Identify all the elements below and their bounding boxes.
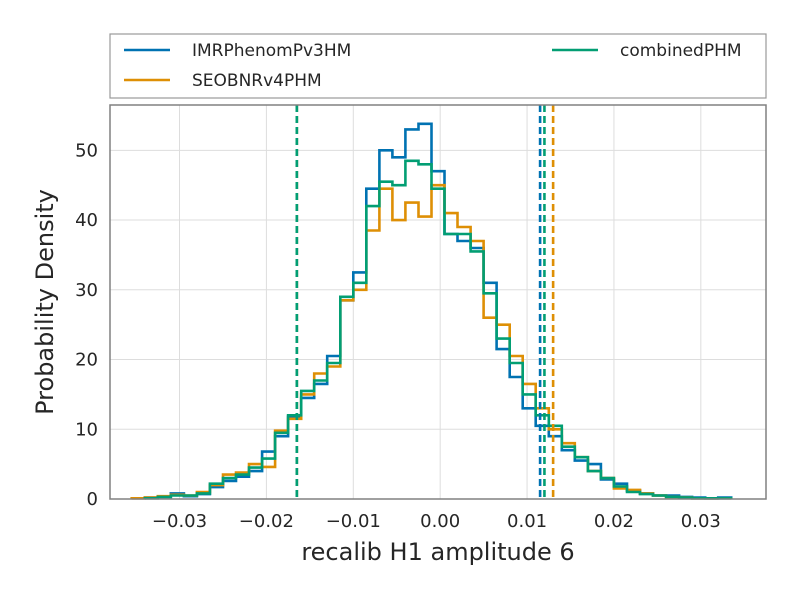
y-tick-label: 50 (75, 140, 98, 161)
x-tick-label: −0.02 (239, 511, 294, 532)
x-tick-label: 0.03 (681, 511, 721, 532)
x-tick-label: 0.02 (594, 511, 634, 532)
x-axis-label: recalib H1 amplitude 6 (301, 538, 574, 566)
x-tick-label: −0.01 (326, 511, 381, 532)
legend-label: SEOBNRv4PHM (192, 71, 322, 91)
y-axis-label: Probability Density (31, 189, 59, 415)
y-tick-labels: 0 10 20 30 40 50 (75, 140, 98, 510)
series-layer (130, 122, 733, 500)
x-tick-label: −0.03 (152, 511, 207, 532)
y-tick-label: 20 (75, 350, 98, 371)
histogram-combinedPHM (143, 159, 733, 500)
legend-box (109, 33, 767, 99)
y-tick-label: 10 (75, 419, 98, 440)
x-tick-label: 0.01 (507, 511, 547, 532)
y-tick-label: 40 (75, 210, 98, 231)
plot-area (110, 105, 766, 499)
legend-label: IMRPhenomPv3HM (192, 41, 351, 61)
y-tick-label: 30 (75, 280, 98, 301)
y-tick-label: 0 (87, 489, 98, 510)
x-tick-label: 0.00 (420, 511, 460, 532)
histogram-SEOBNRv4PHM (130, 183, 720, 500)
plot-frame (109, 104, 767, 500)
legend-label: combinedPHM (620, 41, 742, 61)
legend: IMRPhenomPv3HM SEOBNRv4PHM combinedPHM (124, 41, 742, 91)
x-tick-labels: −0.03 −0.02 −0.01 0.00 0.01 0.02 0.03 (152, 511, 721, 532)
